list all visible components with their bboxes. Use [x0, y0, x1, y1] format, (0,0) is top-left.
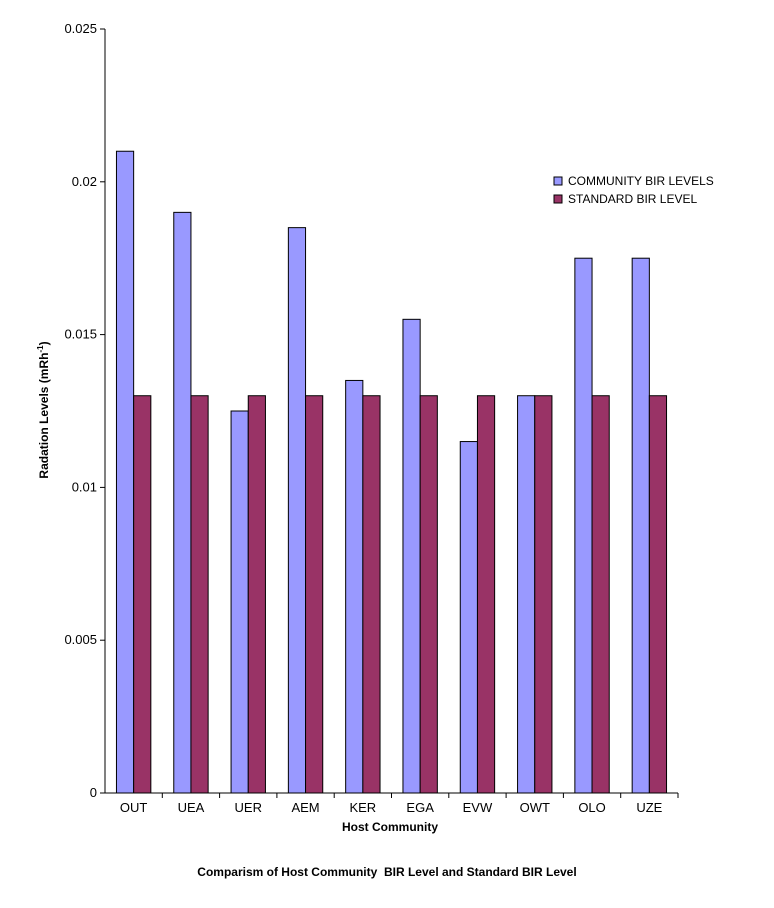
community-bir-bar — [287, 227, 307, 794]
y-tick-label: 0.02 — [72, 174, 97, 189]
legend: COMMUNITY BIR LEVELS STANDARD BIR LEVEL — [548, 170, 746, 210]
standard-bir-bar — [648, 395, 668, 794]
community-bir-bar — [631, 257, 650, 794]
x-tick-label: UEA — [178, 800, 205, 815]
community-bir-bar — [574, 257, 593, 794]
community-bir-bar — [517, 395, 536, 794]
community-bir-bar — [402, 318, 421, 794]
standard-bir-bar — [305, 395, 324, 794]
x-tick-label: OLO — [578, 800, 605, 815]
legend-box — [548, 170, 746, 210]
community-bir-bar — [230, 410, 249, 794]
standard-bir-bar — [476, 395, 496, 794]
standard-bir-bar — [133, 395, 152, 794]
legend-swatch — [553, 176, 563, 186]
x-tick-label: UZE — [636, 800, 662, 815]
y-tick-label: 0.01 — [72, 479, 97, 494]
y-ticks-group: 0 0.005 0.01 0.015 0.02 0.025 — [64, 21, 105, 800]
legend-swatch — [553, 194, 563, 204]
bars-group — [115, 150, 668, 794]
community-bir-bar — [345, 379, 364, 794]
y-tick-label: 0.025 — [64, 21, 97, 36]
x-tick-label: EGA — [406, 800, 434, 815]
y-tick-label: 0 — [90, 785, 97, 800]
x-tick-label: EVW — [463, 800, 493, 815]
standard-bir-bar — [419, 395, 438, 794]
x-ticks-group: OUT UEA UER AEM KER EGA EVW OWT OLO UZE — [120, 793, 679, 815]
x-axis-title: Host Community — [342, 820, 438, 834]
standard-bir-bar — [591, 395, 610, 794]
y-axis-title-main: Radation Levels (mRh — [37, 353, 51, 479]
legend-label: COMMUNITY BIR LEVELS — [568, 174, 714, 188]
community-bir-bar — [173, 211, 192, 794]
y-axis-title: Radation Levels (mRh-1) — [36, 341, 51, 478]
legend-label: STANDARD BIR LEVEL — [568, 192, 697, 206]
x-tick-label: OWT — [520, 800, 550, 815]
y-axis-title-suffix: ) — [37, 341, 51, 345]
standard-bir-bar — [190, 395, 209, 794]
community-bir-bar — [115, 150, 135, 794]
community-bir-bar — [459, 441, 478, 794]
y-tick-label: 0.005 — [64, 632, 97, 647]
standard-bir-bar — [247, 395, 266, 794]
x-tick-label: KER — [349, 800, 376, 815]
y-tick-label: 0.015 — [64, 327, 97, 342]
standard-bir-bar — [362, 395, 381, 794]
x-tick-label: UER — [235, 800, 262, 815]
y-axis-title-superscript: -1 — [36, 345, 45, 353]
x-tick-label: AEM — [291, 800, 319, 815]
x-tick-label: OUT — [120, 800, 148, 815]
chart-caption: Comparism of Host Community BIR Level an… — [197, 865, 577, 879]
standard-bir-bar — [534, 395, 553, 794]
